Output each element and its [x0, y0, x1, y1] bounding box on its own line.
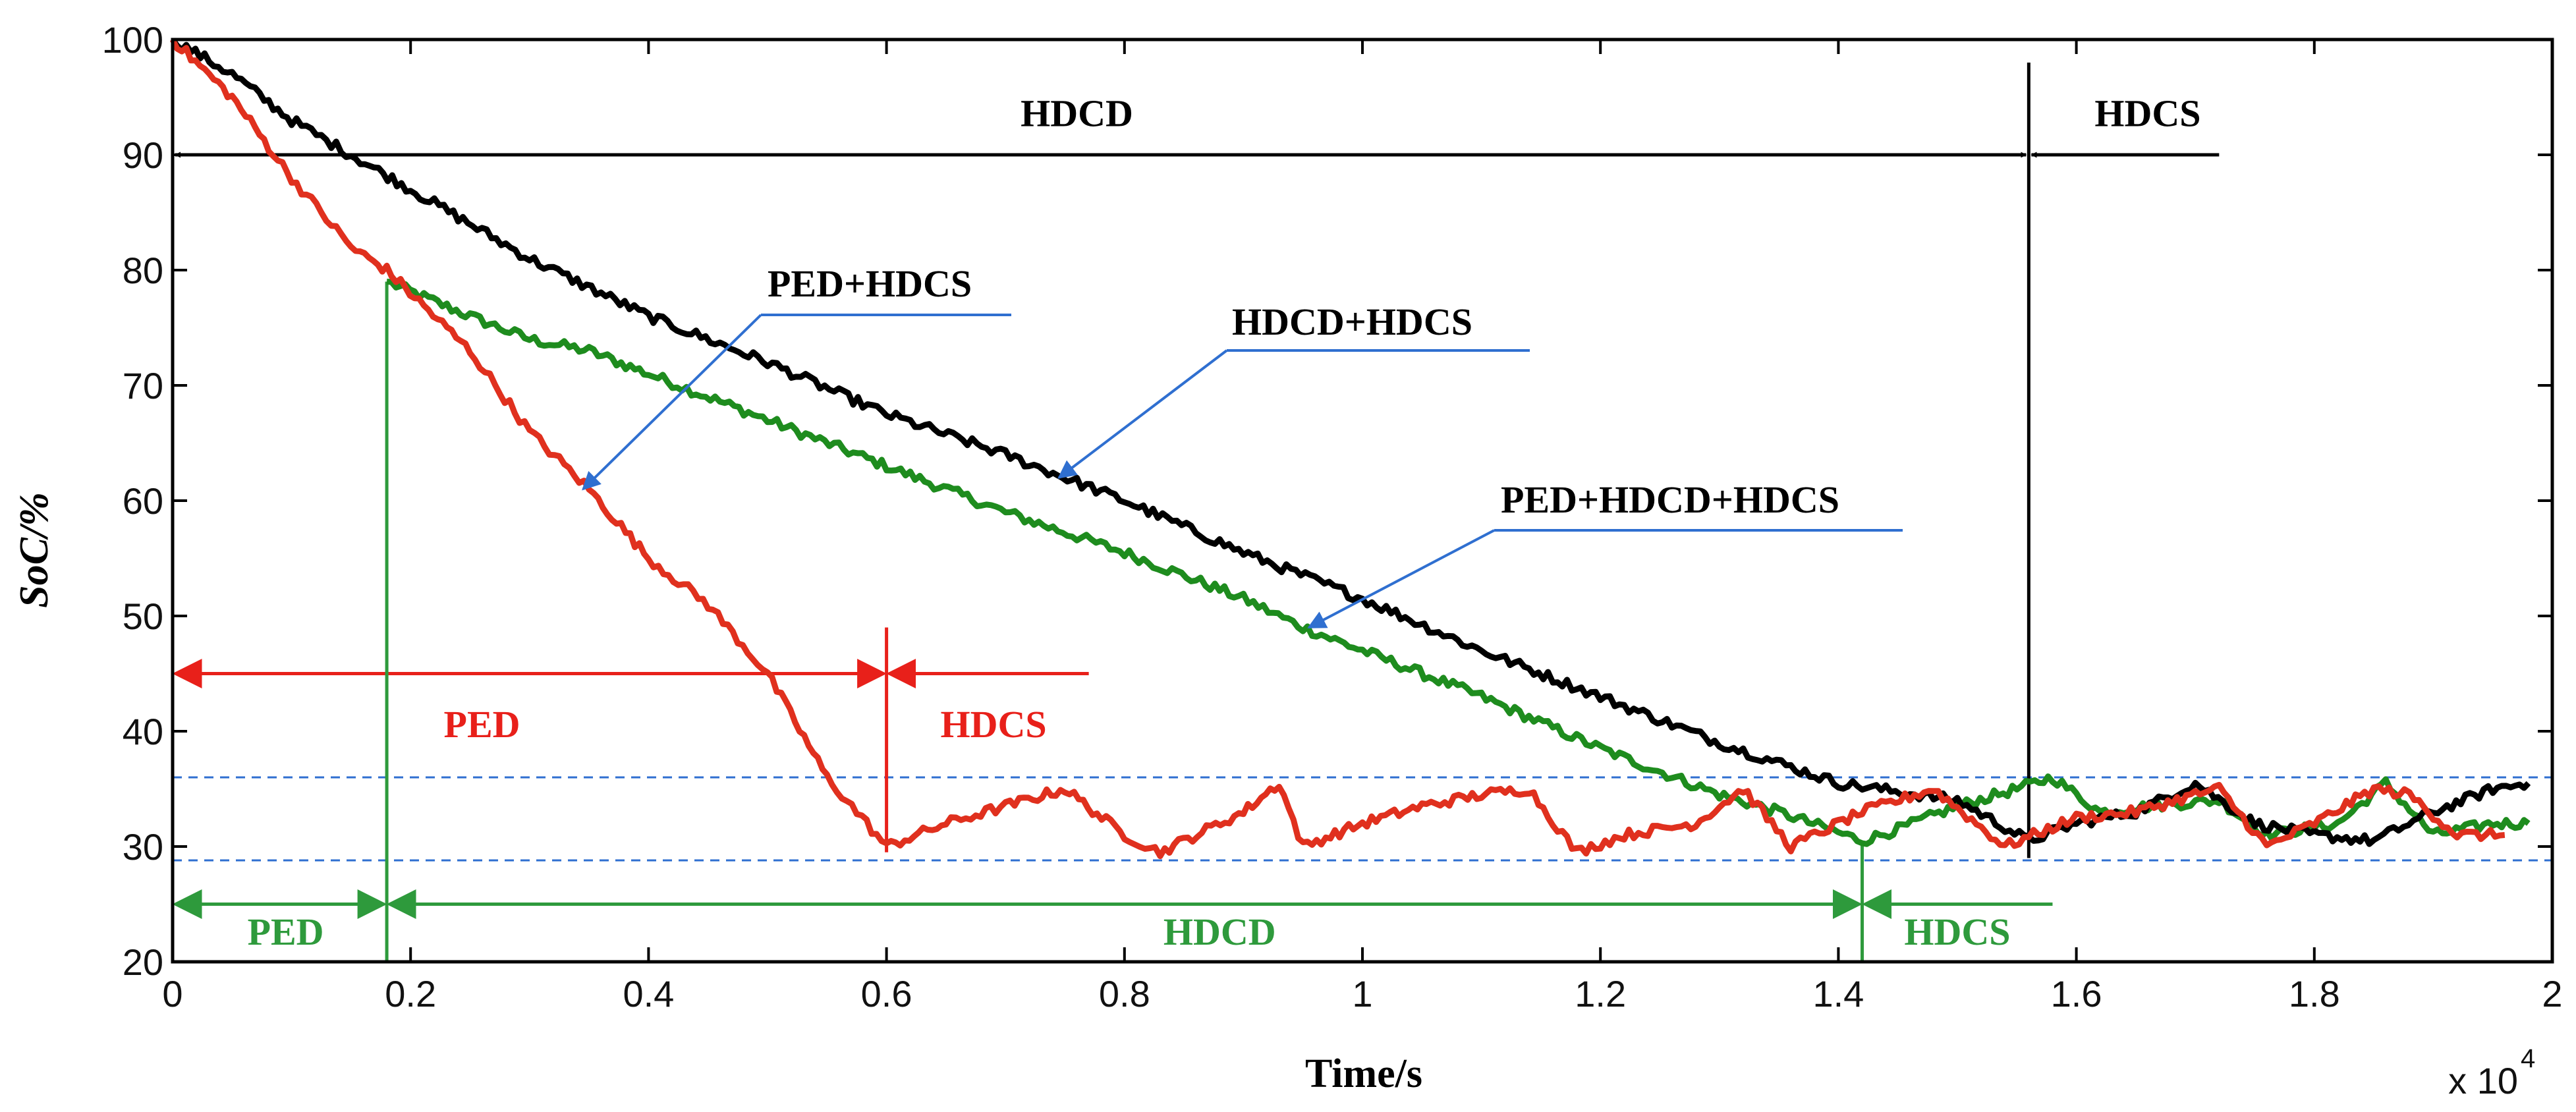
- y-tick-label: 80: [123, 250, 163, 291]
- x-tick-label: 0.2: [385, 973, 436, 1015]
- mode-annotation-lines: [172, 63, 2220, 962]
- series-line-hdcd-hdcs: [170, 38, 2531, 847]
- hdcs-mode-label-red: HDCS: [941, 703, 1047, 746]
- hdcd-mode-label-black: HDCD: [1021, 92, 1133, 134]
- y-tick-label: 70: [123, 365, 163, 406]
- callout-hdcd-hdcs-leader: [1057, 349, 1228, 479]
- x-tick-label: 1.6: [2051, 973, 2102, 1015]
- x-tick-label: 1: [1352, 973, 1372, 1015]
- x-tick-label: 0.8: [1099, 973, 1150, 1015]
- y-tick-label: 60: [123, 480, 163, 522]
- y-tick-label: 20: [123, 941, 163, 983]
- x-tick-label: 0.6: [861, 973, 912, 1015]
- ped-mode-label-green: PED: [248, 910, 324, 953]
- callout-label-hdcd-hdcs: HDCD+HDCS: [1232, 300, 1472, 343]
- x-tick-label: 1.2: [1575, 973, 1626, 1015]
- hdcd-mode-label-green: HDCD: [1163, 910, 1276, 953]
- x-tick-label: 0.4: [623, 973, 674, 1015]
- y-tick-label: 40: [123, 711, 163, 752]
- y-tick-label: 50: [123, 596, 163, 637]
- axis-ticks: 0 0.2 0.4 0.6 0.8 1 1.2 1.4 1.6 1.8 2 20 30 40 50 60 70 8…: [102, 19, 2563, 1015]
- callouts: [582, 314, 1903, 629]
- x-multiplier-label: x 10: [2448, 1060, 2518, 1101]
- callout-label-ped-hdcd-hdcs: PED+HDCD+HDCS: [1501, 478, 1839, 521]
- y-tick-label: 90: [123, 134, 163, 176]
- callout-label-ped-hdcs: PED+HDCS: [768, 262, 972, 305]
- callout-ped-hdcs-leader: [582, 314, 762, 491]
- threshold-lines: [173, 776, 2552, 862]
- x-tick-label: 1.4: [1812, 973, 1864, 1015]
- x-tick-label: 0: [162, 973, 182, 1015]
- y-axis-title: SoC/%: [12, 492, 57, 608]
- ped-mode-label-red: PED: [444, 703, 520, 746]
- series-line-ped-hdcs: [169, 38, 2506, 860]
- callout-ped-hdcd-hdcs-leader: [1307, 529, 1495, 629]
- x-tick-label: 1.8: [2289, 973, 2340, 1015]
- x-axis-title: Time/s: [1305, 1051, 1422, 1096]
- y-tick-label: 30: [123, 826, 163, 868]
- hdcs-mode-label-black: HDCS: [2094, 92, 2200, 134]
- y-tick-label: 100: [102, 19, 163, 61]
- hdcs-mode-label-green: HDCS: [1904, 910, 2010, 953]
- data-series: [169, 38, 2531, 860]
- x-multiplier-exponent: 4: [2521, 1044, 2535, 1073]
- x-tick-label: 2: [2542, 973, 2562, 1015]
